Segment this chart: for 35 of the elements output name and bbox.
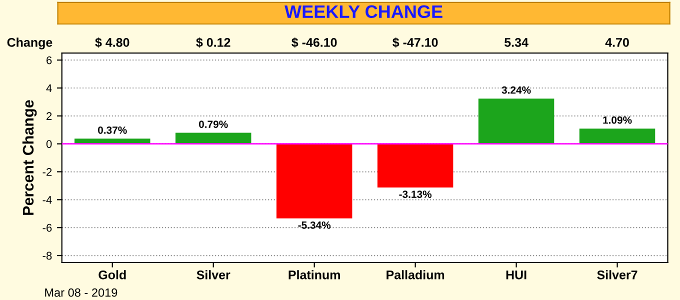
- data-label: 0.37%: [98, 126, 127, 134]
- bar: [377, 144, 454, 188]
- text: 5.34: [504, 38, 528, 47]
- chart-title: WEEKLY CHANGE: [284, 5, 442, 18]
- x-tick-label: HUI: [506, 270, 526, 280]
- text: Mar 08 - 2019: [45, 288, 118, 297]
- bar: [478, 98, 554, 144]
- data-label: -5.34%: [298, 221, 331, 229]
- y-tick-label: -2: [42, 168, 52, 176]
- bar: [579, 128, 656, 144]
- y-tick-label: -8: [42, 252, 52, 260]
- y-tick-label: 0: [46, 140, 52, 148]
- data-label: 0.79%: [198, 120, 228, 128]
- data-label: 3.24%: [502, 86, 531, 94]
- x-tick-label: Gold: [98, 270, 126, 280]
- data-label: -3.13%: [399, 190, 432, 198]
- x-tick-label: Silver7: [597, 270, 638, 280]
- text: Change: [7, 38, 52, 50]
- x-tick-label: Silver: [196, 270, 230, 280]
- y-tick-label: 2: [46, 112, 52, 120]
- text: $ -46.10: [292, 37, 337, 48]
- data-label: 1.09%: [603, 116, 632, 124]
- y-tick-label: -4: [42, 196, 52, 204]
- text: 4.70: [605, 38, 629, 47]
- bar: [276, 144, 352, 218]
- bar: [175, 132, 252, 144]
- y-tick-label: -6: [42, 224, 52, 232]
- x-tick-label: Palladium: [386, 270, 444, 280]
- text: $ 0.12: [196, 37, 230, 48]
- x-tick-label: Platinum: [288, 270, 340, 280]
- y-tick-label: 6: [46, 56, 52, 64]
- y-axis-title: Percent Change: [22, 100, 37, 215]
- y-tick-label: 4: [46, 84, 52, 92]
- text: $ -47.10: [392, 37, 438, 48]
- text: $ 4.80: [95, 37, 130, 48]
